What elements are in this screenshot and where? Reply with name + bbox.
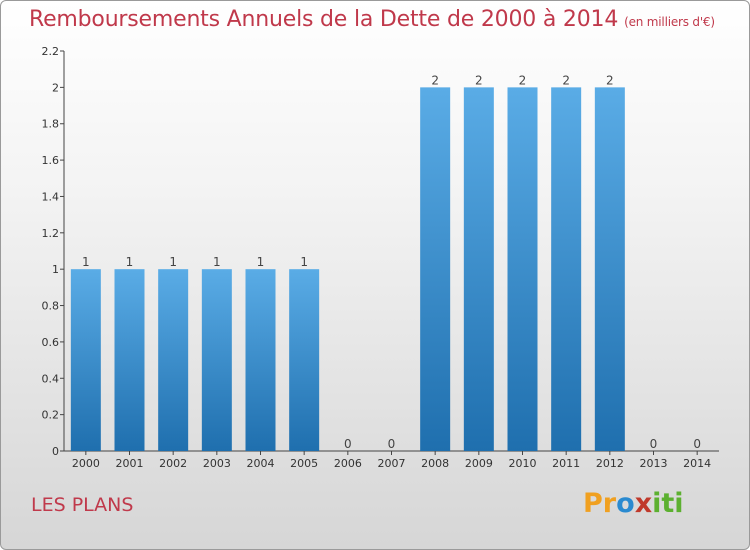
data-label-2008: 2 [431, 73, 439, 87]
y-tick-label: 1.2 [42, 227, 60, 240]
bars [70, 87, 625, 451]
x-tick-label: 2012 [596, 457, 624, 470]
data-label-2011: 2 [562, 73, 570, 87]
bar-2004 [245, 269, 276, 451]
y-tick-label: 0 [52, 445, 59, 458]
x-tick-label: 2009 [465, 457, 493, 470]
data-label-2009: 2 [475, 73, 483, 87]
y-tick-label: 0.2 [42, 409, 60, 422]
logo-letter: i [674, 488, 684, 519]
y-tick-label: 1 [52, 263, 59, 276]
x-tick-label: 2006 [334, 457, 362, 470]
logo-letter: x [634, 488, 653, 519]
logo-letter: r [602, 488, 617, 519]
bar-2008 [420, 87, 451, 451]
x-tick-label: 2003 [203, 457, 231, 470]
bar-2012 [594, 87, 625, 451]
y-tick-label: 1.4 [42, 190, 60, 203]
x-tick-label: 2005 [290, 457, 318, 470]
y-axis: 0 0.2 0.4 0.6 0.8 1 1.2 1.4 1.6 1.8 2 2.2 [42, 45, 65, 458]
logo-letter: P [583, 488, 603, 519]
logo-letter: i [652, 488, 662, 519]
data-label-2014: 0 [693, 437, 701, 451]
data-labels: 1 1 1 1 1 1 0 0 2 2 2 2 2 0 0 [82, 73, 701, 451]
y-tick-label: 0.6 [42, 336, 60, 349]
bar-2011 [551, 87, 582, 451]
x-tick-label: 2013 [640, 457, 668, 470]
data-label-2005: 1 [300, 255, 308, 269]
x-tick-label: 2004 [247, 457, 275, 470]
y-tick-label: 0.8 [42, 300, 60, 313]
data-label-2007: 0 [388, 437, 396, 451]
data-label-2006: 0 [344, 437, 352, 451]
x-tick-label: 2014 [683, 457, 711, 470]
commune-name: LES PLANS [31, 494, 134, 516]
y-tick-label: 2 [52, 81, 59, 94]
data-label-2013: 0 [650, 437, 658, 451]
bar-2009 [463, 87, 494, 451]
bar-2000 [70, 269, 101, 451]
x-tick-label: 2010 [509, 457, 537, 470]
x-tick-label: 2007 [378, 457, 406, 470]
data-label-2001: 1 [126, 255, 134, 269]
x-tick-label: 2002 [159, 457, 187, 470]
data-label-2000: 1 [82, 255, 90, 269]
chart-title-text: Remboursements Annuels de la Dette de 20… [29, 7, 619, 32]
bar-2001 [114, 269, 145, 451]
data-label-2010: 2 [519, 73, 527, 87]
x-tick-label: 2008 [421, 457, 449, 470]
logo-letter: o [616, 488, 635, 519]
y-tick-label: 1.6 [42, 154, 60, 167]
data-label-2003: 1 [213, 255, 221, 269]
bar-2010 [507, 87, 538, 451]
chart-title: Remboursements Annuels de la Dette de 20… [29, 7, 715, 32]
data-label-2004: 1 [257, 255, 265, 269]
x-tick-label: 2001 [116, 457, 144, 470]
data-label-2012: 2 [606, 73, 614, 87]
bar-2003 [201, 269, 232, 451]
proxiti-logo: Proxiti [583, 488, 684, 519]
y-tick-label: 1.8 [42, 118, 60, 131]
y-tick-label: 2.2 [42, 45, 60, 58]
x-tick-label: 2011 [552, 457, 580, 470]
y-tick-label: 0.4 [42, 372, 60, 385]
bar-2002 [158, 269, 189, 451]
bar-2005 [289, 269, 320, 451]
logo-letter: t [661, 488, 675, 519]
x-axis: 2000 2001 2002 2003 2004 2005 2006 2007 2008 2009… [64, 450, 719, 470]
x-tick-label: 2000 [72, 457, 100, 470]
chart-subtitle: (en milliers d'€) [624, 15, 715, 29]
data-label-2002: 1 [169, 255, 177, 269]
